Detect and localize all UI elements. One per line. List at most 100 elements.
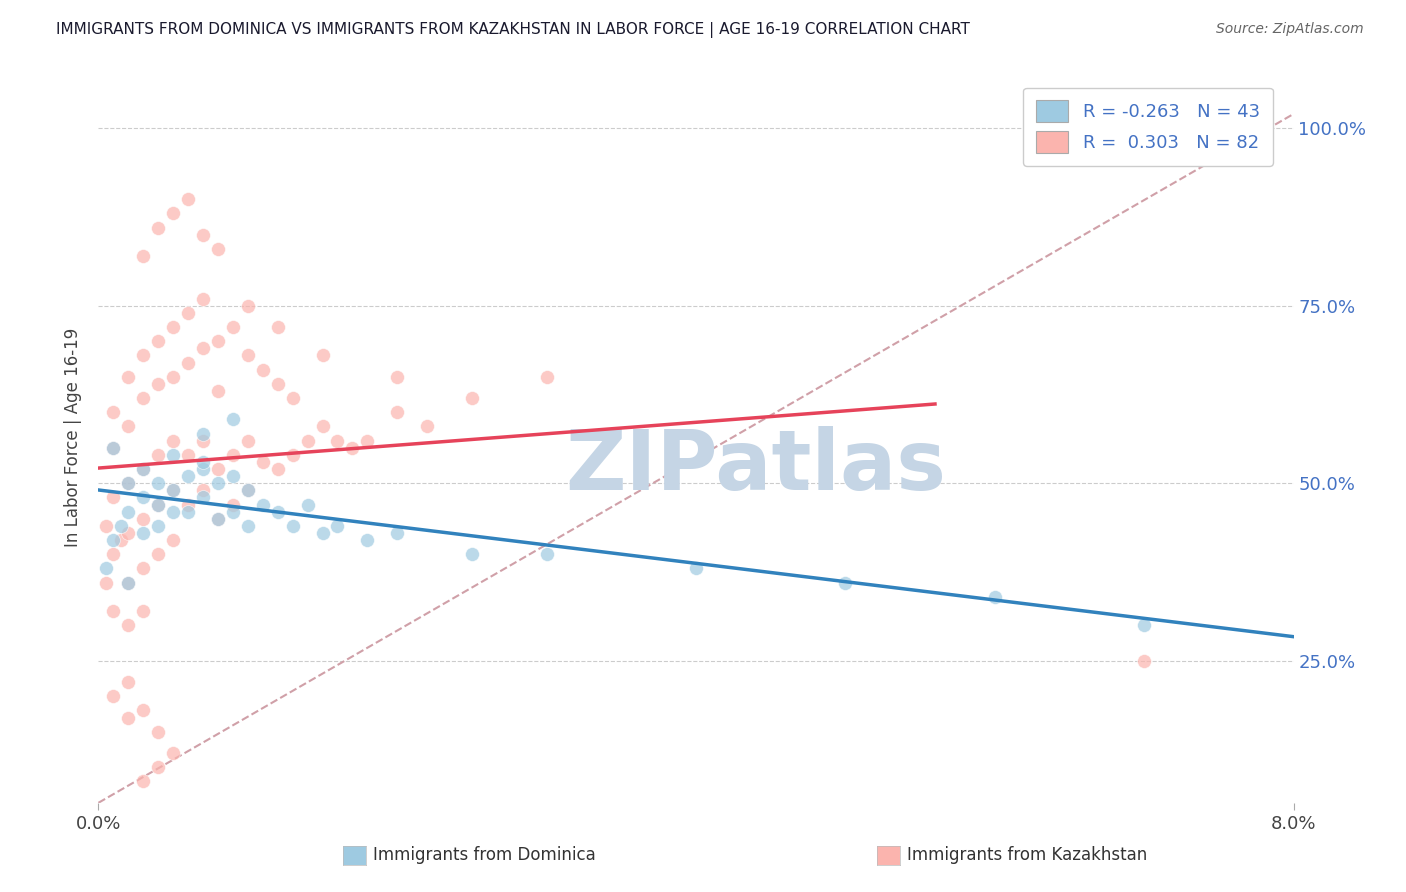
Point [162,746,184,760]
Point [222,448,245,462]
Point [103,441,125,455]
Point [983,590,1005,604]
Point [685,561,707,575]
Point [326,434,349,448]
Point [132,249,155,263]
Point [132,391,155,405]
Point [162,505,184,519]
Point [267,505,290,519]
Point [103,533,125,547]
Text: IMMIGRANTS FROM DOMINICA VS IMMIGRANTS FROM KAZAKHSTAN IN LABOR FORCE | AGE 16-1: IMMIGRANTS FROM DOMINICA VS IMMIGRANTS F… [56,22,970,38]
Point [342,441,364,455]
Point [162,448,184,462]
Point [267,462,290,476]
Point [177,498,200,512]
Point [191,455,214,469]
Point [297,434,319,448]
Point [177,469,200,483]
Point [148,547,170,561]
Point [416,419,439,434]
Point [110,519,132,533]
Point [117,575,139,590]
Point [252,498,274,512]
Point [297,498,319,512]
Point [117,710,139,724]
Point [132,774,155,789]
Text: ZIPatlas: ZIPatlas [565,425,946,507]
Point [385,525,409,540]
Point [132,604,155,618]
Point [1133,654,1156,668]
Point [834,575,856,590]
Point [207,512,229,526]
Point [385,405,409,419]
Point [132,348,155,362]
Point [132,462,155,476]
Point [191,491,214,505]
Point [267,376,290,391]
Point [148,220,170,235]
Point [236,434,259,448]
Point [132,704,155,718]
Point [236,299,259,313]
Point [177,306,200,320]
Point [148,498,170,512]
Point [252,362,274,376]
Point [117,525,139,540]
Point [132,561,155,575]
Point [117,575,139,590]
Point [162,483,184,498]
Point [103,547,125,561]
Point [132,525,155,540]
Point [177,448,200,462]
Point [281,448,304,462]
Point [117,369,139,384]
Point [1133,618,1156,632]
Point [94,519,117,533]
Point [132,512,155,526]
Point [461,547,484,561]
Point [117,476,139,491]
Point [356,434,378,448]
Point [162,483,184,498]
Point [356,533,378,547]
Point [236,483,259,498]
Point [148,498,170,512]
Point [207,384,229,398]
Point [103,441,125,455]
Point [536,547,558,561]
Point [236,348,259,362]
Point [191,434,214,448]
Point [177,355,200,369]
Point [148,760,170,774]
Point [207,476,229,491]
Point [222,505,245,519]
Point [103,690,125,704]
Point [326,519,349,533]
Point [311,348,333,362]
Point [385,369,409,384]
Point [311,525,333,540]
Point [222,498,245,512]
Point [103,604,125,618]
Point [222,412,245,426]
Point [191,483,214,498]
Point [117,505,139,519]
Point [94,575,117,590]
Point [222,469,245,483]
Text: Immigrants from Dominica: Immigrants from Dominica [373,846,595,863]
Point [191,341,214,355]
Point [162,533,184,547]
Point [103,405,125,419]
Point [252,455,274,469]
Point [461,391,484,405]
Point [177,192,200,206]
Y-axis label: In Labor Force | Age 16-19: In Labor Force | Age 16-19 [65,327,83,547]
Point [236,519,259,533]
Point [177,505,200,519]
Point [148,334,170,349]
Point [281,391,304,405]
Point [311,419,333,434]
Point [117,419,139,434]
Point [207,242,229,256]
